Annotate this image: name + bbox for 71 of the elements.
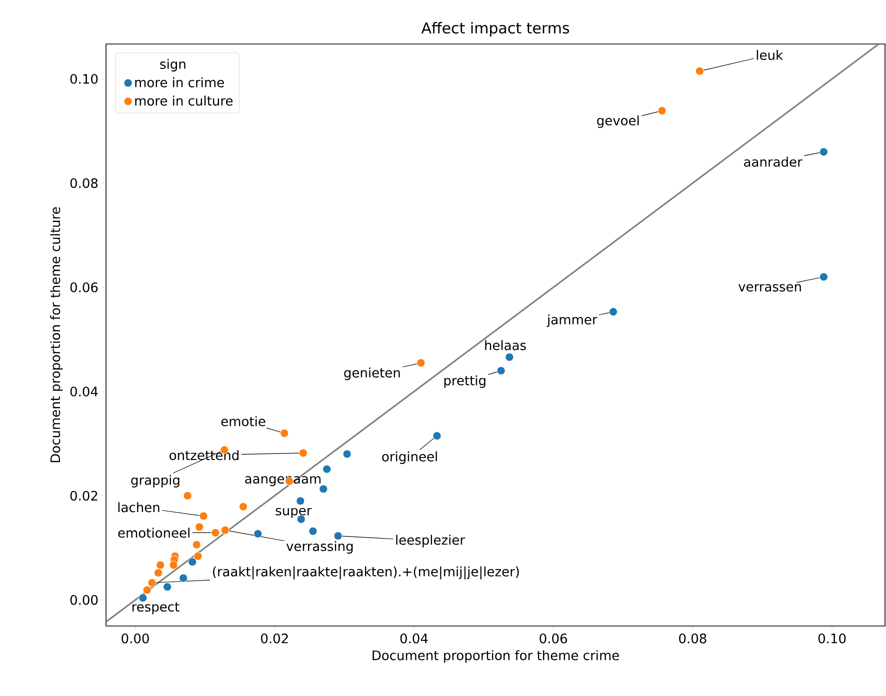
y-tick-label: 0.10 [70,74,98,84]
point [148,578,156,588]
x-tick-label: 0.02 [261,634,288,644]
point [154,568,163,578]
annotation: aanrader [744,156,802,167]
point [192,540,201,549]
annotation: leesplezier [396,534,466,548]
annotation: grappig [131,474,180,488]
point [163,582,172,592]
point [211,528,220,537]
legend-label: more in culture [135,96,233,106]
annotation: emotie [221,416,266,426]
point [220,526,230,534]
point [239,502,248,511]
point [505,352,514,362]
point [322,464,332,474]
annotation: helaas [485,340,526,350]
point [298,448,308,458]
point [156,560,165,570]
y-axis-title: Document proportion for theme culture [50,207,63,462]
x-tick-label: 0.10 [818,634,846,644]
point [308,526,318,536]
annotation: genieten [344,368,400,380]
annotation: jammer [546,314,598,327]
annotation: lachen [118,502,160,512]
annotation: super [276,508,312,518]
point [280,428,289,438]
point [188,558,197,566]
annotation: prettig [444,375,486,388]
point [179,574,188,582]
legend-title: sign [160,58,186,72]
point [142,586,152,594]
point [254,530,262,538]
y-tick-label: 0.06 [70,282,98,292]
legend-label: more in crime [135,77,224,88]
annotation: origineel [382,451,437,464]
y-tick-label: 0.00 [70,595,98,605]
x-axis-title: Document proportion for theme crime [372,650,619,663]
x-tick-label: 0.06 [540,634,567,644]
point [296,496,305,506]
point [319,484,328,494]
point [695,66,704,76]
point [658,106,666,115]
point [195,522,204,532]
y-tick-label: 0.02 [70,490,98,501]
point [432,432,442,440]
point [416,358,426,368]
y-tick-label: 0.08 [70,178,98,188]
point [609,308,618,316]
point [183,491,192,500]
point [819,148,828,156]
annotation: respect [132,602,180,614]
point [819,272,828,282]
chart-title: Affect impact terms [421,22,570,36]
x-tick-label: 0.08 [679,634,706,644]
annotation: gevoel [597,115,639,128]
annotation: verrassen [738,284,801,292]
x-tick-label: 0.04 [400,634,428,644]
y-tick-label: 0.04 [70,386,98,396]
annotation: leuk [756,50,783,60]
point [342,450,352,458]
point [194,552,202,560]
annotation: (raakt|raken|raakte|raakten).+(me|mij|je|lezer) [212,566,519,580]
x-tick-label: 0.00 [122,634,149,644]
point [169,560,178,570]
point [334,532,342,540]
annotation: verrassing [286,541,353,554]
point [496,366,506,375]
annotation: emotioneel [118,528,190,538]
point [138,594,148,602]
point [199,512,208,520]
